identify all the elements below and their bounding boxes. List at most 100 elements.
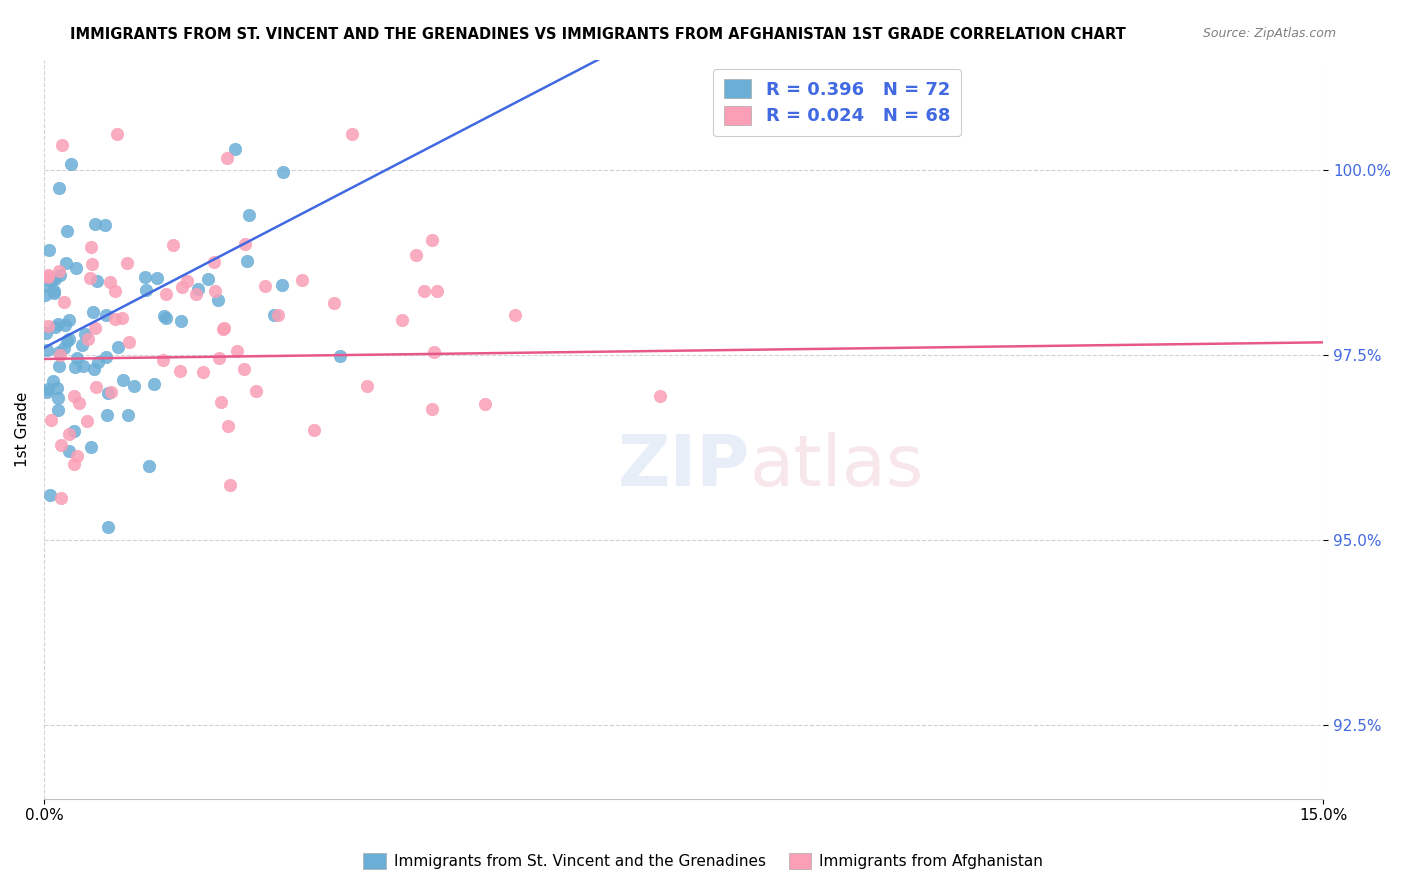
Immigrants from Afghanistan [233,237,256,252]
Immigrants from Afghanistan [267,308,290,322]
Immigrants from St. Vincent and the Grenadines [58,313,80,327]
Immigrants from St. Vincent and the Grenadines [42,374,65,388]
Immigrants from Afghanistan [291,273,314,287]
Immigrants from Afghanistan [80,240,103,254]
Immigrants from St. Vincent and the Grenadines [170,314,193,328]
Immigrants from Afghanistan [217,418,239,433]
Immigrants from Afghanistan [49,348,72,362]
Immigrants from St. Vincent and the Grenadines [45,381,67,395]
Text: IMMIGRANTS FROM ST. VINCENT AND THE GRENADINES VS IMMIGRANTS FROM AFGHANISTAN 1S: IMMIGRANTS FROM ST. VINCENT AND THE GREN… [70,27,1126,42]
Immigrants from Afghanistan [208,351,231,366]
Immigrants from Afghanistan [420,233,443,247]
Immigrants from St. Vincent and the Grenadines [37,385,59,400]
Immigrants from Afghanistan [169,364,191,378]
Immigrants from St. Vincent and the Grenadines [56,334,79,348]
Immigrants from Afghanistan [118,335,141,350]
Immigrants from Afghanistan [67,395,90,409]
Immigrants from Afghanistan [104,311,127,326]
Immigrants from St. Vincent and the Grenadines [44,272,66,286]
Immigrants from Afghanistan [76,332,98,346]
Immigrants from Afghanistan [155,287,177,301]
Immigrants from St. Vincent and the Grenadines [59,157,82,171]
Immigrants from Afghanistan [83,321,105,335]
Immigrants from St. Vincent and the Grenadines [97,519,120,533]
Immigrants from St. Vincent and the Grenadines [72,337,94,351]
Immigrants from Afghanistan [172,280,194,294]
Immigrants from Afghanistan [176,274,198,288]
Immigrants from St. Vincent and the Grenadines [82,305,104,319]
Immigrants from Afghanistan [648,389,671,403]
Immigrants from St. Vincent and the Grenadines [138,458,160,473]
Immigrants from St. Vincent and the Grenadines [56,224,79,238]
Immigrants from Afghanistan [48,264,70,278]
Immigrants from St. Vincent and the Grenadines [63,424,86,438]
Immigrants from St. Vincent and the Grenadines [94,218,117,232]
Immigrants from Afghanistan [412,285,434,299]
Immigrants from St. Vincent and the Grenadines [145,271,167,285]
Immigrants from St. Vincent and the Grenadines [187,282,209,296]
Immigrants from Afghanistan [63,389,86,403]
Immigrants from St. Vincent and the Grenadines [55,256,77,270]
Immigrants from Afghanistan [212,320,235,334]
Immigrants from St. Vincent and the Grenadines [39,274,62,288]
Immigrants from St. Vincent and the Grenadines [207,293,229,308]
Immigrants from St. Vincent and the Grenadines [44,319,66,334]
Immigrants from Afghanistan [111,310,134,325]
Text: atlas: atlas [749,432,924,500]
Immigrants from St. Vincent and the Grenadines [46,317,69,331]
Immigrants from Afghanistan [62,457,84,471]
Immigrants from St. Vincent and the Grenadines [39,488,62,502]
Immigrants from St. Vincent and the Grenadines [79,440,101,454]
Immigrants from St. Vincent and the Grenadines [35,343,58,357]
Immigrants from St. Vincent and the Grenadines [75,327,97,342]
Immigrants from St. Vincent and the Grenadines [97,385,120,400]
Text: ZIP: ZIP [617,432,749,500]
Immigrants from St. Vincent and the Grenadines [197,272,219,286]
Immigrants from Afghanistan [245,384,267,398]
Immigrants from St. Vincent and the Grenadines [155,311,177,326]
Immigrants from Afghanistan [58,427,80,442]
Immigrants from Afghanistan [51,137,73,152]
Immigrants from Afghanistan [503,308,526,322]
Immigrants from Afghanistan [65,449,87,463]
Immigrants from St. Vincent and the Grenadines [48,359,70,374]
Immigrants from Afghanistan [426,284,449,298]
Immigrants from St. Vincent and the Grenadines [55,318,77,333]
Immigrants from Afghanistan [100,385,122,400]
Immigrants from Afghanistan [322,296,344,310]
Immigrants from St. Vincent and the Grenadines [49,268,72,283]
Immigrants from Afghanistan [79,270,101,285]
Immigrants from Afghanistan [53,294,76,309]
Immigrants from St. Vincent and the Grenadines [271,165,294,179]
Immigrants from Afghanistan [391,313,413,327]
Immigrants from Afghanistan [98,275,121,289]
Immigrants from St. Vincent and the Grenadines [35,326,58,340]
Immigrants from Afghanistan [302,423,325,437]
Immigrants from St. Vincent and the Grenadines [134,269,156,284]
Immigrants from St. Vincent and the Grenadines [263,308,285,322]
Immigrants from Afghanistan [186,286,208,301]
Immigrants from St. Vincent and the Grenadines [72,359,94,373]
Immigrants from St. Vincent and the Grenadines [53,341,76,355]
Y-axis label: 1st Grade: 1st Grade [15,392,30,467]
Immigrants from St. Vincent and the Grenadines [271,277,294,292]
Immigrants from Afghanistan [215,152,238,166]
Immigrants from Afghanistan [209,394,232,409]
Legend: R = 0.396   N = 72, R = 0.024   N = 68: R = 0.396 N = 72, R = 0.024 N = 68 [713,69,960,136]
Immigrants from Afghanistan [474,397,496,411]
Immigrants from St. Vincent and the Grenadines [238,208,260,222]
Immigrants from St. Vincent and the Grenadines [94,308,117,322]
Immigrants from St. Vincent and the Grenadines [117,408,139,422]
Immigrants from St. Vincent and the Grenadines [135,283,157,297]
Immigrants from Afghanistan [37,270,59,285]
Immigrants from Afghanistan [226,343,249,358]
Immigrants from St. Vincent and the Grenadines [58,333,80,347]
Immigrants from Afghanistan [420,401,443,416]
Immigrants from St. Vincent and the Grenadines [58,444,80,458]
Immigrants from St. Vincent and the Grenadines [44,286,66,301]
Immigrants from St. Vincent and the Grenadines [34,287,56,301]
Legend: Immigrants from St. Vincent and the Grenadines, Immigrants from Afghanistan: Immigrants from St. Vincent and the Gren… [357,847,1049,875]
Immigrants from Afghanistan [233,362,256,376]
Immigrants from St. Vincent and the Grenadines [83,217,105,231]
Immigrants from Afghanistan [103,284,125,298]
